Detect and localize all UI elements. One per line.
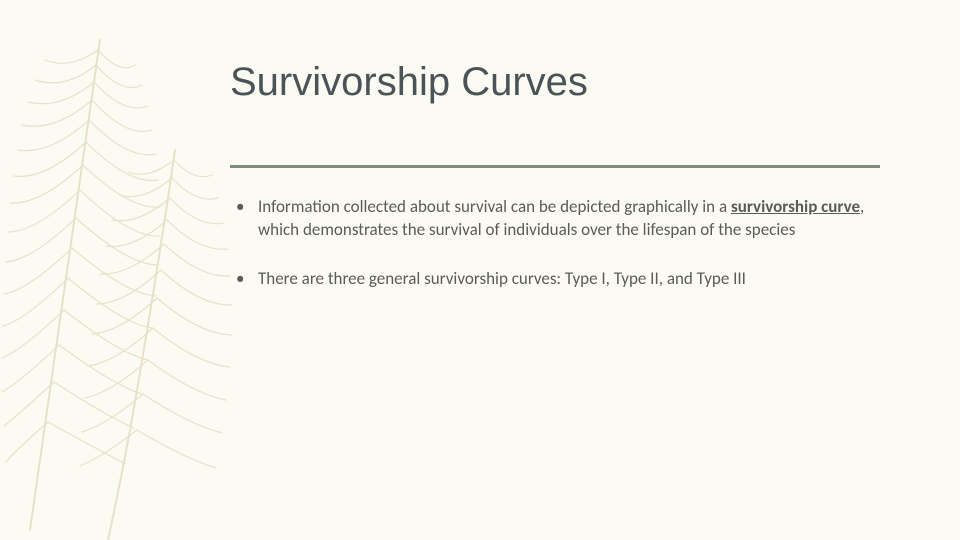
bullet-item: Information collected about survival can… bbox=[230, 196, 880, 242]
bullet-list: Information collected about survival can… bbox=[230, 196, 880, 291]
title-divider bbox=[230, 165, 880, 168]
bullet-item: There are three general survivorship cur… bbox=[230, 268, 880, 291]
slide-content: Survivorship Curves Information collecte… bbox=[0, 0, 960, 291]
bullet-text-pre: Information collected about survival can… bbox=[258, 196, 731, 217]
bullet-term: survivorship curve bbox=[731, 196, 860, 217]
bullet-text-pre: There are three general survivorship cur… bbox=[258, 268, 746, 289]
slide-title: Survivorship Curves bbox=[230, 60, 880, 105]
